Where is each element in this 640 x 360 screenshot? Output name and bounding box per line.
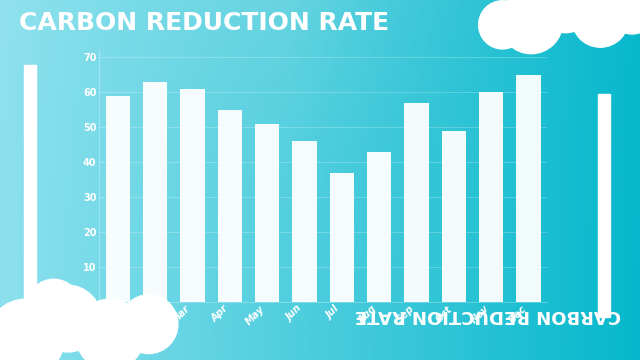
Bar (404, 103, 429, 302)
Bar (143, 82, 167, 302)
Bar (292, 141, 317, 302)
Bar (180, 89, 205, 302)
Bar (106, 96, 130, 302)
Text: CARBON REDUCTION RATE: CARBON REDUCTION RATE (19, 11, 389, 35)
Text: CARBON REDUCTION RATE: CARBON REDUCTION RATE (355, 306, 621, 324)
Bar (479, 93, 503, 302)
Bar (367, 152, 391, 302)
Bar (218, 110, 242, 302)
Bar (442, 131, 466, 302)
Bar (255, 124, 279, 302)
Bar (330, 173, 354, 302)
Bar (516, 75, 541, 302)
